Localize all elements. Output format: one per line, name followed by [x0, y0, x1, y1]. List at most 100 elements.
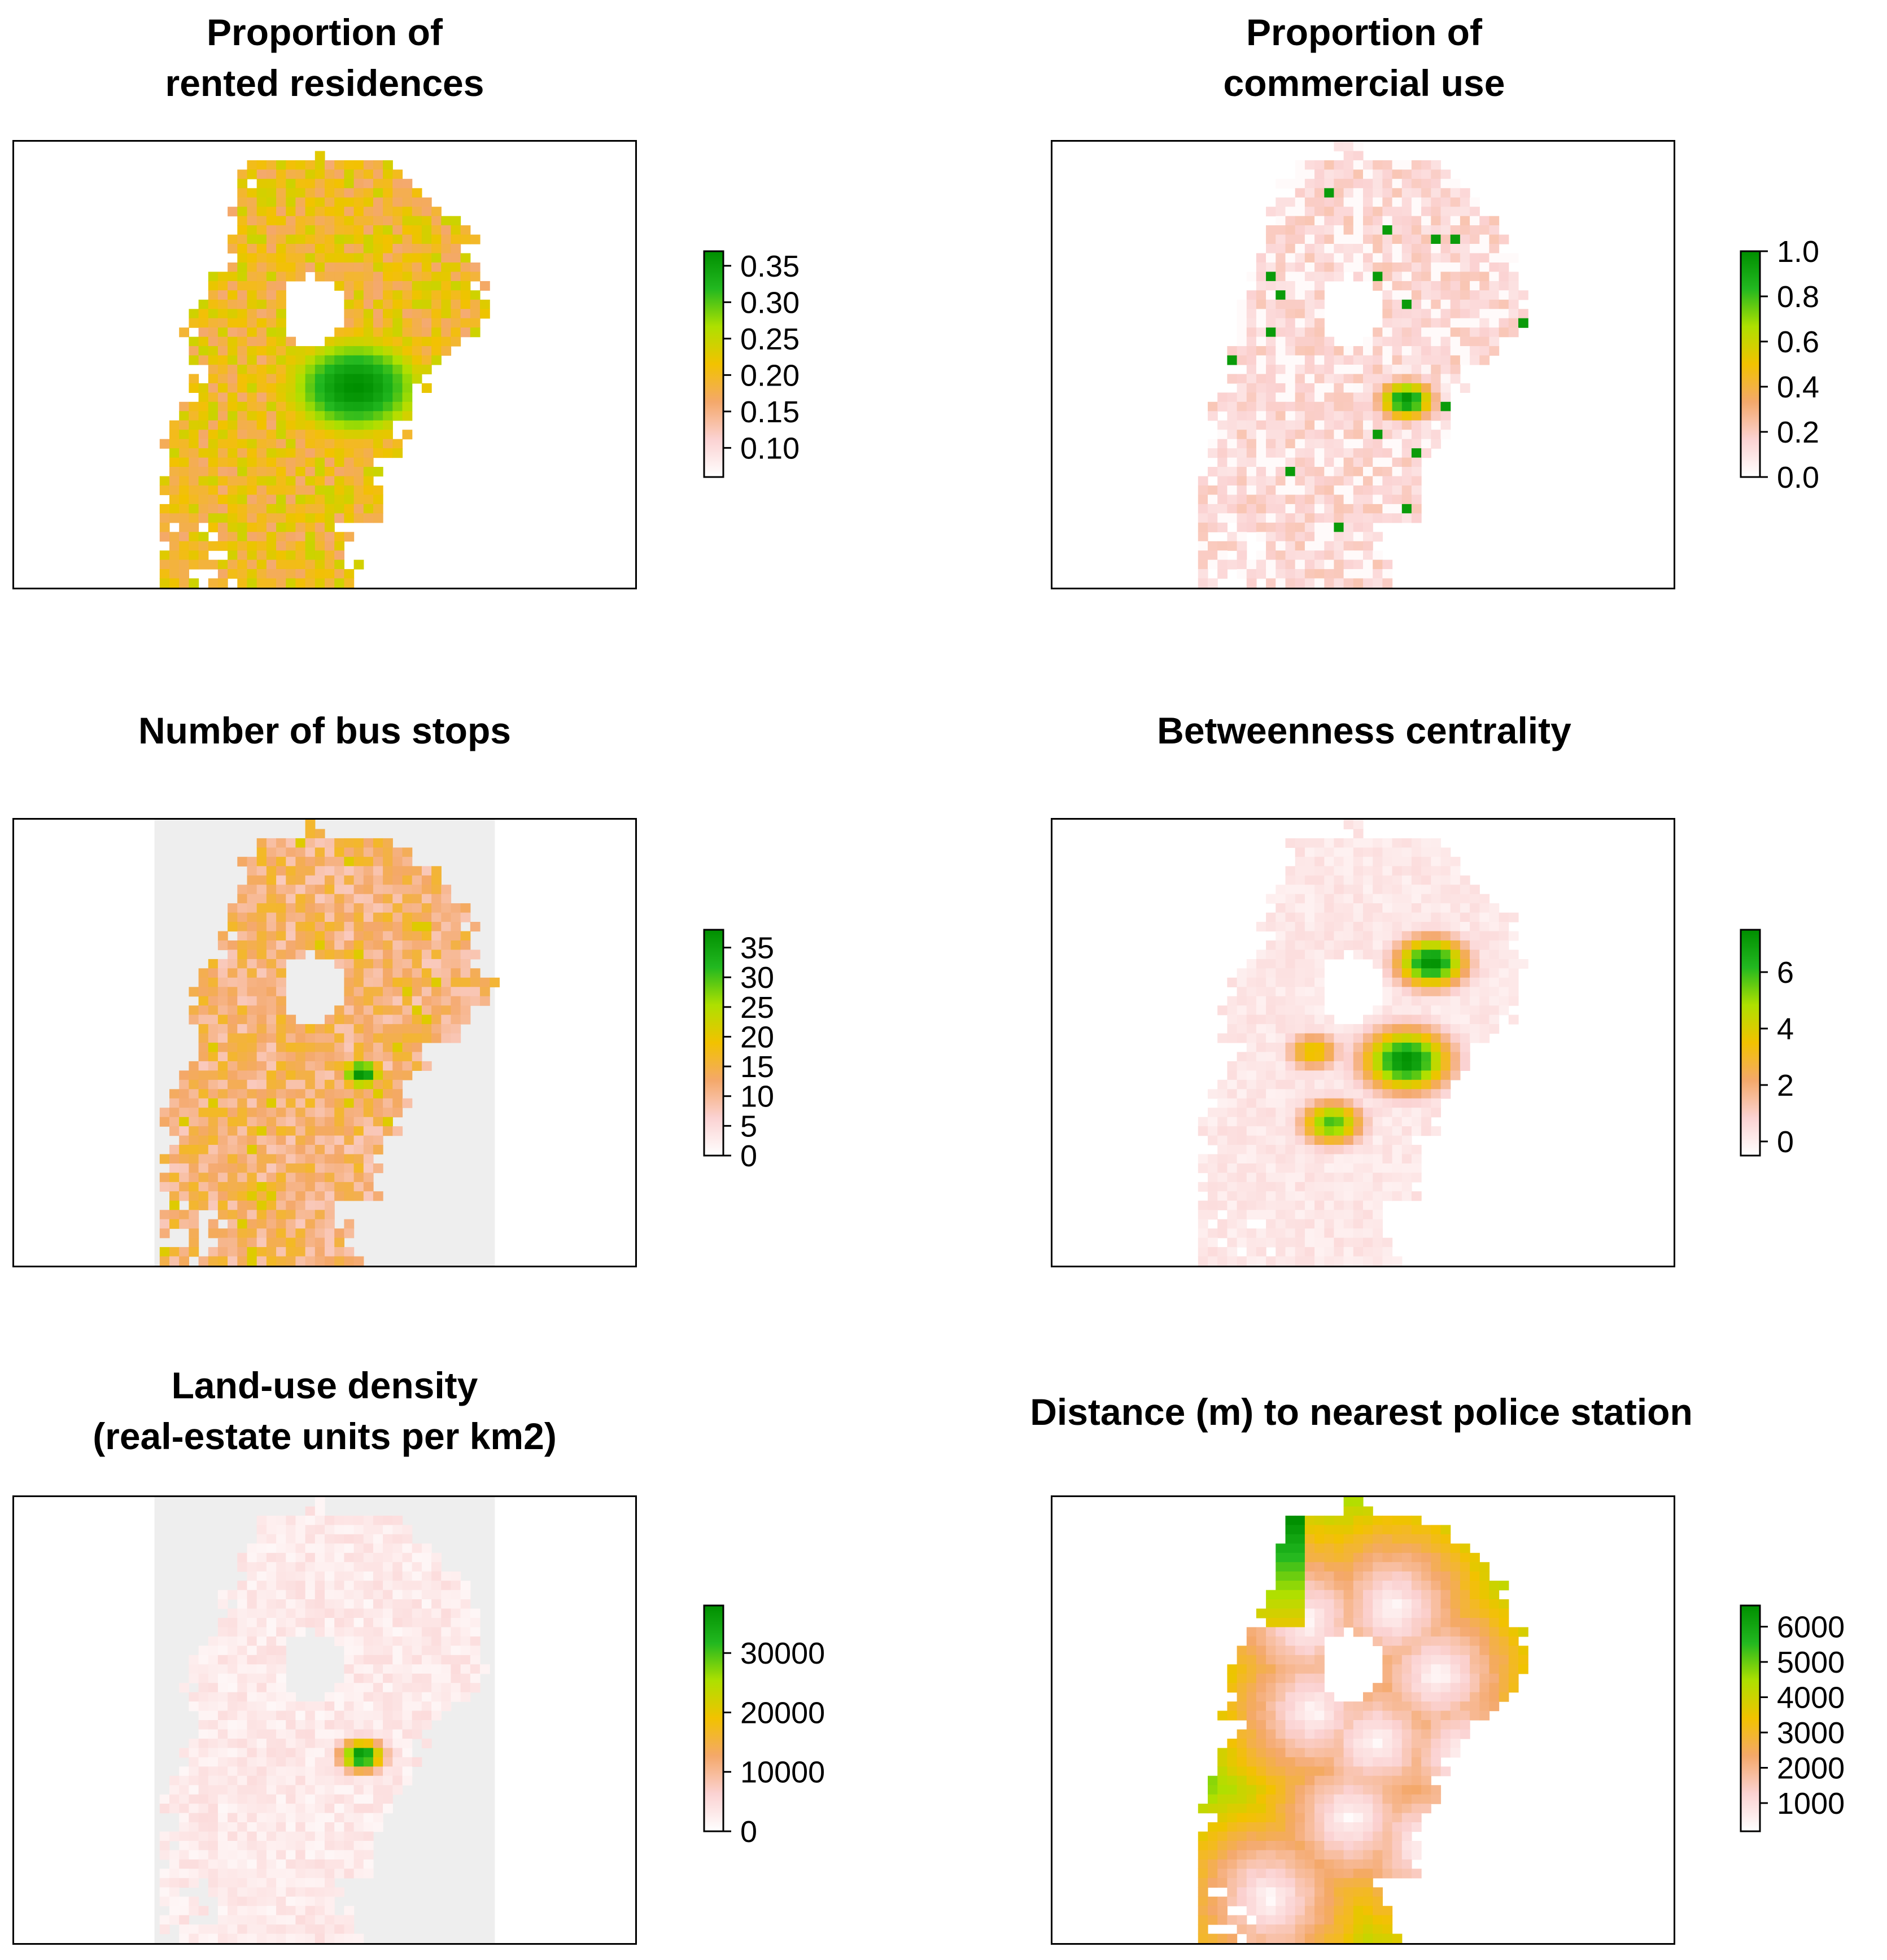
- raster-cell: [1382, 197, 1393, 207]
- raster-cell: [266, 467, 277, 477]
- raster-cell: [363, 383, 374, 393]
- raster-cell: [247, 1738, 257, 1748]
- raster-cell: [1295, 569, 1305, 579]
- raster-cell: [1382, 318, 1393, 328]
- raster-cell: [247, 1070, 257, 1080]
- raster-cell: [1304, 401, 1315, 412]
- raster-cell: [237, 309, 248, 319]
- raster-cell: [373, 885, 383, 895]
- raster-cell: [441, 1646, 452, 1656]
- raster-cell: [228, 1729, 238, 1739]
- raster-cell: [1295, 225, 1305, 235]
- raster-cell: [1508, 318, 1519, 328]
- raster-cell: [266, 1571, 277, 1581]
- raster-cell: [228, 1237, 238, 1248]
- raster-cell: [305, 225, 316, 235]
- raster-cell: [1285, 1033, 1296, 1043]
- raster-cell: [1401, 178, 1412, 189]
- raster-cell: [441, 253, 452, 263]
- raster-cell: [1314, 188, 1325, 198]
- raster-cell: [1479, 903, 1490, 913]
- raster-cell: [198, 532, 209, 542]
- raster-cell: [198, 968, 209, 978]
- raster-cell: [1392, 996, 1403, 1006]
- raster-cell: [325, 940, 335, 951]
- raster-cell: [412, 987, 422, 997]
- raster-cell: [286, 912, 296, 922]
- raster-cell: [276, 1145, 286, 1155]
- raster-cell: [344, 1515, 355, 1525]
- raster-cell: [1198, 485, 1208, 496]
- raster-cell: [1227, 996, 1238, 1006]
- raster-cell: [256, 1237, 267, 1248]
- raster-cell: [314, 1525, 325, 1535]
- raster-cell: [1382, 959, 1393, 969]
- raster-cell: [325, 1608, 335, 1618]
- raster-cell: [325, 430, 335, 440]
- raster-cell: [295, 420, 306, 430]
- raster-cell: [344, 1108, 355, 1118]
- raster-cell: [334, 866, 344, 876]
- raster-cell: [1479, 931, 1490, 941]
- raster-cell: [256, 197, 267, 207]
- raster-cell: [1285, 569, 1296, 579]
- raster-cell: [1392, 244, 1403, 254]
- raster-cell: [1314, 856, 1325, 867]
- raster-cell: [1314, 578, 1325, 588]
- raster-cell: [1392, 940, 1403, 951]
- raster-cell: [305, 383, 316, 393]
- raster-cell: [1353, 513, 1364, 523]
- raster-cell: [441, 318, 452, 328]
- raster-cell: [1479, 912, 1490, 922]
- raster-cell: [1392, 253, 1403, 263]
- raster-cell: [402, 207, 413, 217]
- raster-cell: [228, 977, 238, 987]
- raster-cell: [286, 1182, 296, 1192]
- raster-cell: [314, 1506, 325, 1516]
- raster-cell: [1246, 1005, 1257, 1016]
- raster-cell: [1479, 987, 1490, 997]
- raster-cell: [1450, 1033, 1461, 1043]
- raster-cell: [334, 1191, 344, 1201]
- raster-cell: [295, 401, 306, 412]
- raster-cell: [1343, 401, 1354, 412]
- raster-cell: [373, 1710, 383, 1721]
- raster-cell: [1198, 532, 1208, 542]
- raster-cell: [431, 1627, 442, 1637]
- raster-cell: [1431, 365, 1442, 375]
- raster-cell: [295, 160, 306, 170]
- raster-cell: [1295, 476, 1305, 486]
- raster-cell: [247, 559, 257, 570]
- raster-cell: [1343, 838, 1354, 848]
- raster-cell: [1421, 420, 1431, 430]
- raster-cell: [217, 290, 228, 300]
- raster-cell: [325, 365, 335, 375]
- raster-cell: [363, 977, 374, 987]
- raster-cell: [1256, 448, 1266, 458]
- raster-cell: [412, 996, 422, 1006]
- raster-cell: [228, 448, 238, 458]
- raster-cell: [1460, 188, 1470, 198]
- raster-cell: [363, 866, 374, 876]
- raster-cell: [1411, 401, 1422, 412]
- raster-cell: [1499, 299, 1509, 309]
- raster-cell: [208, 1766, 219, 1777]
- raster-cell: [237, 1145, 248, 1155]
- raster-cell: [1198, 569, 1208, 579]
- raster-cell: [383, 875, 393, 885]
- raster-cell: [1440, 968, 1451, 978]
- raster-cell: [305, 188, 316, 198]
- raster-cell: [1363, 439, 1373, 449]
- raster-cell: [412, 903, 422, 913]
- raster-cell: [1276, 1191, 1286, 1201]
- raster-cell: [325, 1043, 335, 1053]
- raster-cell: [1382, 1256, 1393, 1266]
- raster-cell: [179, 1794, 189, 1804]
- raster-cell: [169, 1219, 180, 1229]
- raster-cell: [295, 476, 306, 486]
- raster-cell: [1440, 262, 1451, 273]
- raster-cell: [421, 903, 432, 913]
- raster-cell: [363, 160, 374, 170]
- raster-cell: [198, 1089, 209, 1099]
- raster-cell: [383, 1534, 393, 1544]
